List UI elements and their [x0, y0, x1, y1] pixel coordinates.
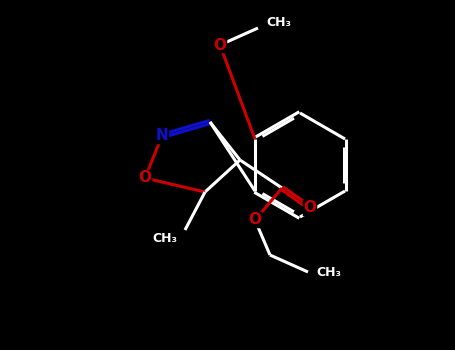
Text: O: O: [213, 37, 227, 52]
Text: N: N: [156, 128, 168, 143]
Text: O: O: [138, 170, 152, 186]
Text: CH₃: CH₃: [152, 231, 177, 245]
Text: CH₃: CH₃: [266, 16, 291, 29]
Text: O: O: [303, 201, 317, 216]
Text: O: O: [248, 212, 262, 228]
Text: CH₃: CH₃: [316, 266, 341, 279]
